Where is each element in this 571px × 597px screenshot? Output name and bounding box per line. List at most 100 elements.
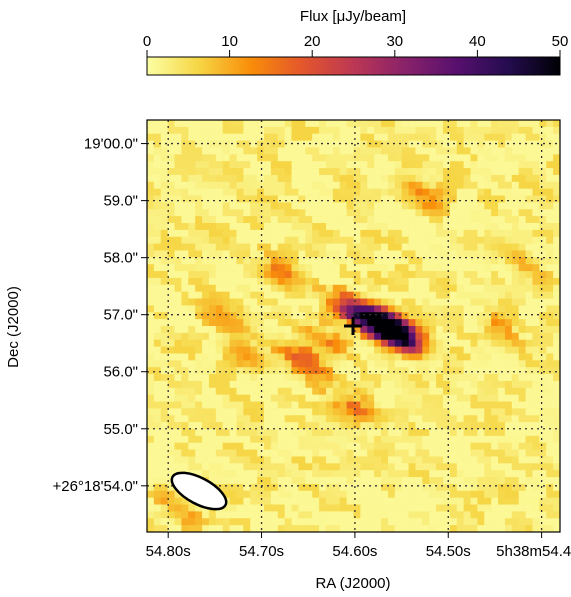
heatmap-cell bbox=[236, 291, 244, 300]
heatmap-cell bbox=[408, 291, 417, 300]
heatmap-cell bbox=[360, 477, 368, 485]
heatmap-cell bbox=[277, 326, 286, 334]
heatmap-cell bbox=[188, 394, 196, 403]
heatmap-cell bbox=[463, 374, 472, 382]
heatmap-cell bbox=[532, 284, 540, 293]
heatmap-cell bbox=[463, 250, 472, 258]
heatmap-cell bbox=[525, 497, 534, 506]
heatmap-cell bbox=[498, 312, 506, 320]
heatmap-cell bbox=[243, 339, 251, 348]
heatmap-cell bbox=[312, 504, 320, 512]
heatmap-cell bbox=[346, 202, 355, 210]
heatmap-cell bbox=[477, 298, 485, 306]
heatmap-cell bbox=[277, 147, 286, 155]
heatmap-cell bbox=[264, 291, 272, 300]
heatmap-cell bbox=[546, 360, 554, 368]
heatmap-cell bbox=[298, 387, 306, 396]
heatmap-cell bbox=[491, 216, 499, 224]
heatmap-cell bbox=[518, 154, 527, 162]
heatmap-cell bbox=[511, 490, 520, 499]
heatmap-cell bbox=[553, 298, 560, 306]
heatmap-cell bbox=[498, 319, 506, 327]
heatmap-cell bbox=[153, 168, 162, 176]
heatmap-cell bbox=[374, 360, 382, 368]
heatmap-cell bbox=[160, 291, 169, 300]
heatmap-cell bbox=[546, 305, 554, 313]
heatmap-cell bbox=[504, 202, 513, 210]
heatmap-cell bbox=[518, 380, 527, 389]
heatmap-cell bbox=[394, 511, 403, 519]
heatmap-cell bbox=[525, 408, 534, 416]
heatmap-cell bbox=[463, 188, 472, 197]
heatmap-cell bbox=[553, 250, 560, 258]
heatmap-cell bbox=[553, 209, 560, 217]
heatmap-cell bbox=[553, 353, 560, 361]
heatmap-cell bbox=[532, 511, 540, 519]
heatmap-cell bbox=[277, 291, 286, 300]
heatmap-cell bbox=[360, 326, 368, 334]
heatmap-cell bbox=[202, 236, 210, 245]
heatmap-cell bbox=[243, 442, 251, 451]
heatmap-cell bbox=[477, 326, 485, 334]
heatmap-cell bbox=[429, 490, 437, 499]
heatmap-cell bbox=[374, 298, 382, 306]
heatmap-cell bbox=[332, 216, 341, 224]
heatmap-cell bbox=[325, 209, 334, 217]
heatmap-cell bbox=[442, 188, 451, 197]
heatmap-cell bbox=[257, 387, 265, 396]
heatmap-cell bbox=[195, 504, 203, 512]
heatmap-cell bbox=[367, 442, 375, 451]
heatmap-cell bbox=[408, 422, 417, 430]
heatmap-cell bbox=[319, 497, 327, 506]
heatmap-cell bbox=[291, 264, 300, 272]
heatmap-cell bbox=[546, 250, 554, 258]
heatmap-cell bbox=[422, 504, 430, 512]
heatmap-cell bbox=[532, 463, 540, 471]
heatmap-cell bbox=[553, 229, 560, 238]
heatmap-cell bbox=[360, 305, 368, 313]
heatmap-cell bbox=[518, 264, 527, 272]
heatmap-cell bbox=[257, 250, 265, 258]
heatmap-cell bbox=[264, 126, 272, 135]
heatmap-cell bbox=[415, 374, 423, 382]
heatmap-cell bbox=[539, 470, 547, 478]
heatmap-cell bbox=[195, 305, 203, 313]
heatmap-cell bbox=[408, 154, 417, 162]
heatmap-cell bbox=[484, 504, 492, 512]
heatmap-cell bbox=[539, 126, 547, 135]
heatmap-cell bbox=[188, 223, 196, 231]
heatmap-cell bbox=[539, 216, 547, 224]
heatmap-cell bbox=[243, 168, 251, 176]
heatmap-cell bbox=[298, 504, 306, 512]
heatmap-cell bbox=[429, 168, 437, 176]
heatmap-cell bbox=[408, 243, 417, 252]
heatmap-cell bbox=[325, 490, 334, 499]
heatmap-cell bbox=[195, 360, 203, 368]
heatmap-cell bbox=[250, 442, 258, 451]
heatmap-cell bbox=[160, 525, 169, 532]
heatmap-cell bbox=[353, 435, 361, 444]
heatmap-cell bbox=[153, 511, 162, 519]
heatmap-cell bbox=[332, 305, 341, 313]
heatmap-cell bbox=[153, 209, 162, 217]
heatmap-cell bbox=[332, 229, 341, 238]
heatmap-cell bbox=[353, 202, 361, 210]
heatmap-cell bbox=[387, 188, 396, 197]
heatmap-cell bbox=[422, 463, 430, 471]
heatmap-cell bbox=[367, 161, 375, 169]
heatmap-cell bbox=[195, 387, 203, 396]
heatmap-cell bbox=[387, 126, 396, 135]
heatmap-cell bbox=[167, 367, 176, 375]
heatmap-cell bbox=[270, 470, 279, 478]
heatmap-cell bbox=[491, 374, 499, 382]
heatmap-cell bbox=[332, 367, 341, 375]
heatmap-cell bbox=[291, 346, 300, 355]
heatmap-cell bbox=[498, 477, 506, 485]
heatmap-cell bbox=[422, 374, 430, 382]
heatmap-cell bbox=[188, 435, 196, 444]
heatmap-cell bbox=[319, 490, 327, 499]
heatmap-cell bbox=[511, 147, 520, 155]
heatmap-cell bbox=[539, 243, 547, 252]
heatmap-cell bbox=[498, 408, 506, 416]
heatmap-cell bbox=[504, 401, 513, 409]
